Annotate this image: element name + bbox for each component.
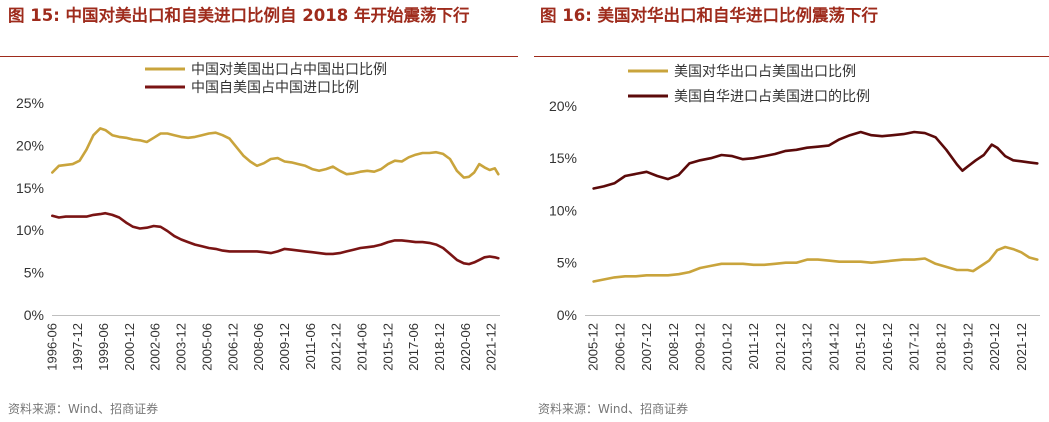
- x-tick-label: 2008-06: [251, 323, 266, 371]
- x-tick-label: 2021-12: [1014, 323, 1029, 371]
- figure-16-source: 资料来源：Wind、招商证券: [538, 402, 689, 416]
- x-tick-label: 2002-06: [148, 323, 163, 371]
- x-tick-label: 2017-12: [907, 323, 922, 371]
- x-tick-label: 2013-12: [800, 323, 815, 371]
- x-tick-label: 1999-06: [96, 323, 111, 371]
- x-tick-label: 2005-12: [586, 323, 601, 371]
- x-tick-label: 2006-12: [225, 323, 240, 371]
- legend-label-1: 中国对美国出口占中国出口比例: [191, 62, 387, 78]
- x-tick-label: 2010-12: [719, 323, 734, 371]
- x-tick-label: 1997-12: [70, 323, 85, 371]
- figure-15-title: 图 15: 中国对美出口和自美进口比例自 2018 年开始震荡下行: [8, 6, 470, 25]
- legend-label-2: 美国自华进口占美国进口的比例: [674, 89, 870, 105]
- series-line-2: [51, 211, 500, 266]
- figure-16-divider: [534, 56, 1049, 57]
- figure-16-title: 图 16: 美国对华出口和自华进口比例震荡下行: [540, 6, 879, 25]
- x-tick-label: 2009-12: [277, 323, 292, 371]
- x-tick-label: 1996-06: [44, 323, 59, 371]
- y-tick-label: 5%: [24, 265, 44, 281]
- y-tick-label: 5%: [557, 255, 577, 271]
- x-tick-label: 2019-12: [960, 323, 975, 371]
- x-tick-label: 2021-12: [484, 323, 499, 371]
- x-tick-label: 2014-12: [826, 323, 841, 371]
- series-line-2: [592, 130, 1039, 190]
- y-tick-label: 20%: [16, 137, 44, 153]
- x-tick-label: 2016-12: [880, 323, 895, 371]
- x-tick-label: 2015-12: [380, 323, 395, 371]
- x-tick-label: 2012-12: [329, 323, 344, 371]
- x-tick-label: 2015-12: [853, 323, 868, 371]
- series-line-1: [51, 127, 500, 179]
- figure-15-source: 资料来源：Wind、招商证券: [8, 402, 159, 416]
- x-tick-label: 2020-12: [987, 323, 1002, 371]
- x-tick-label: 2018-12: [934, 323, 949, 371]
- y-tick-label: 20%: [549, 98, 577, 114]
- x-tick-label: 2014-06: [354, 323, 369, 371]
- x-tick-label: 2020-06: [458, 323, 473, 371]
- x-tick-label: 2011-06: [303, 323, 318, 370]
- figure-15-divider: [0, 56, 518, 57]
- legend-label-2: 中国自美国占中国进口比例: [191, 80, 359, 96]
- series-line-1: [592, 245, 1039, 283]
- x-tick-label: 2006-12: [612, 323, 627, 371]
- legend-label-1: 美国对华出口占美国出口比例: [674, 64, 856, 80]
- x-tick-label: 2005-06: [199, 323, 214, 371]
- chart-figure-15: 0% 5% 10% 15% 20% 25% 1996-06 1997-12 1999-06 200…: [16, 62, 500, 371]
- x-tick-label: 2012-12: [773, 323, 788, 371]
- x-tick-label: 2018-12: [432, 323, 447, 371]
- x-tick-label: 2017-06: [406, 323, 421, 371]
- x-tick-label: 2009-12: [693, 323, 708, 371]
- y-tick-label: 25%: [16, 95, 44, 111]
- x-tick-label: 2007-12: [639, 323, 654, 371]
- y-tick-label: 10%: [16, 222, 44, 238]
- x-tick-label: 2008-12: [666, 323, 681, 371]
- x-tick-label: 2003-12: [174, 323, 189, 371]
- x-tick-label: 2011-12: [746, 323, 761, 370]
- y-tick-label: 15%: [549, 150, 577, 166]
- y-tick-label: 15%: [16, 180, 44, 196]
- y-tick-label: 0%: [24, 307, 44, 323]
- y-tick-label: 10%: [549, 202, 577, 218]
- y-tick-label: 0%: [557, 307, 577, 323]
- chart-figure-16: 0% 5% 10% 15% 20% 2005-12 2006-12 2007-12 2008-1…: [549, 64, 1040, 371]
- x-tick-label: 2000-12: [122, 323, 137, 371]
